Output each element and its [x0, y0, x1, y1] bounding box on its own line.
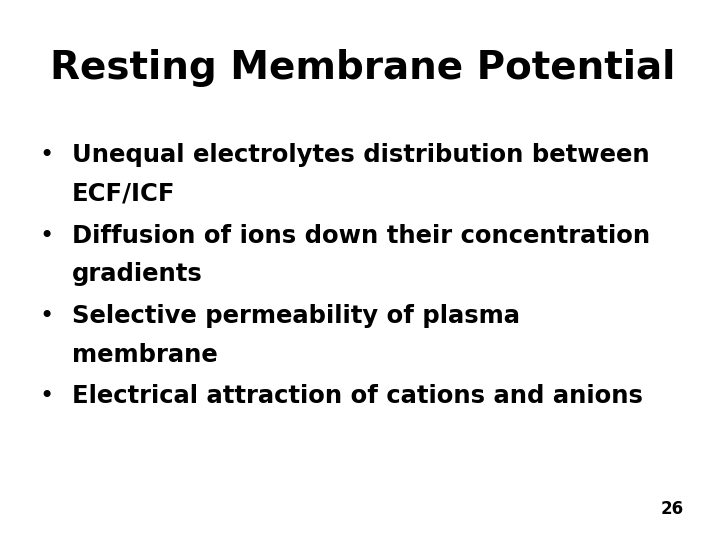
Text: membrane: membrane	[72, 343, 217, 367]
Text: Selective permeability of plasma: Selective permeability of plasma	[72, 304, 520, 328]
Text: •: •	[40, 304, 54, 328]
Text: 26: 26	[661, 501, 684, 518]
Text: •: •	[40, 143, 54, 167]
Text: gradients: gradients	[72, 262, 203, 286]
Text: Unequal electrolytes distribution between: Unequal electrolytes distribution betwee…	[72, 143, 649, 167]
Text: Electrical attraction of cations and anions: Electrical attraction of cations and ani…	[72, 384, 643, 408]
Text: •: •	[40, 384, 54, 408]
Text: Resting Membrane Potential: Resting Membrane Potential	[50, 49, 676, 86]
Text: Diffusion of ions down their concentration: Diffusion of ions down their concentrati…	[72, 224, 650, 247]
Text: •: •	[40, 224, 54, 247]
Text: ECF/ICF: ECF/ICF	[72, 182, 176, 206]
